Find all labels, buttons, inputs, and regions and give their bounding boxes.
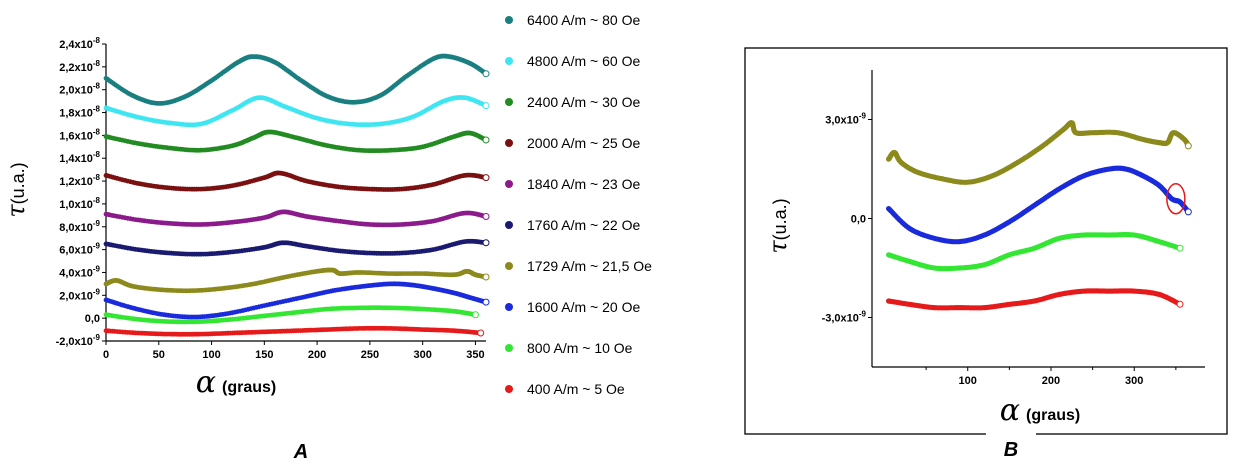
legend-label: 800 A/m ~ 10 Oe — [527, 340, 633, 356]
legend-marker — [505, 98, 513, 106]
x-tick-label: 250 — [361, 349, 379, 361]
series-end-marker — [482, 298, 490, 306]
x-tick-label: 150 — [255, 349, 273, 361]
legend-item-2400-a-m-30-oe: 2400 A/m ~ 30 Oe — [505, 94, 640, 110]
legend-item-1840-a-m-23-oe: 1840 A/m ~ 23 Oe — [505, 176, 640, 192]
legend-label: 1729 A/m ~ 21,5 Oe — [527, 258, 652, 274]
series-2000-a-m-25-oe — [103, 170, 490, 192]
y-tick-label: -2,0x10-9 — [56, 333, 101, 348]
y-tick-label: 1,6x10-8 — [59, 127, 100, 142]
legend-marker — [505, 16, 513, 24]
series-end-marker — [482, 70, 490, 78]
x-axis-title: α (graus) — [1000, 393, 1081, 428]
series-end-marker — [482, 136, 490, 144]
y-axis-title: τ(u.a.) — [2, 162, 30, 217]
legend-item-1729-a-m-21-5-oe: 1729 A/m ~ 21,5 Oe — [505, 258, 652, 274]
legend-item-1760-a-m-22-oe: 1760 A/m ~ 22 Oe — [505, 217, 640, 233]
panel-label: B — [1004, 439, 1018, 461]
series-end-marker — [482, 102, 490, 110]
series-end-marker — [477, 329, 485, 337]
legend-label: 2000 A/m ~ 25 Oe — [527, 135, 640, 151]
series-end-marker — [482, 212, 490, 220]
y-tick-label: 1,0x10-8 — [59, 196, 100, 211]
y-tick-label: 2,0x10-9 — [59, 287, 100, 302]
legend-label: 400 A/m ~ 5 Oe — [527, 381, 625, 397]
legend-item-4800-a-m-60-oe: 4800 A/m ~ 60 Oe — [505, 53, 640, 69]
y-tick-label: 1,8x10-8 — [59, 105, 100, 120]
series-800-a-m-10-oe — [103, 305, 479, 325]
legend-marker — [505, 180, 513, 188]
legend-label: 1600 A/m ~ 20 Oe — [527, 299, 640, 315]
legend-marker — [505, 303, 513, 311]
x-tick-label: 300 — [1125, 375, 1143, 387]
y-tick-label: 8,0x10-9 — [59, 219, 100, 234]
x-axis-title: α (graus) — [196, 365, 277, 400]
y-tick-label: 1,4x10-8 — [59, 150, 100, 165]
series-1760-a-m-22-oe — [103, 238, 490, 257]
series-end-marker — [1184, 208, 1192, 216]
legend-marker — [505, 139, 513, 147]
legend-marker — [505, 221, 513, 229]
series-800-a-m-10-oe — [886, 231, 1184, 272]
legend-item-6400-a-m-80-oe: 6400 A/m ~ 80 Oe — [505, 12, 640, 28]
legend-label: 2400 A/m ~ 30 Oe — [527, 94, 640, 110]
x-tick-label: 100 — [959, 375, 977, 387]
series-1729-a-m-21-5-oe — [886, 120, 1192, 185]
panel-a: -2,0x10-9 0,0 2,0x10-9 4,0x10-9 6,0x10-9 8,0x… — [2, 36, 490, 463]
legend: 6400 A/m ~ 80 Oe 4800 A/m ~ 60 Oe 2400 A/m… — [505, 12, 652, 397]
panel-b-label-gap — [986, 428, 1036, 440]
x-tick-label: 200 — [1042, 375, 1060, 387]
legend-label: 4800 A/m ~ 60 Oe — [527, 53, 640, 69]
y-tick-label: 0,0 — [85, 313, 100, 325]
series-end-marker — [1176, 244, 1184, 252]
y-tick-label: 2,4x10-8 — [59, 36, 100, 51]
x-tick-label: 300 — [413, 349, 431, 361]
y-tick-label: 2,0x10-8 — [59, 82, 100, 97]
series-6400-a-m-80-oe — [103, 53, 490, 106]
series-4800-a-m-60-oe — [103, 95, 490, 128]
y-axis-title: τ(u.a.) — [764, 198, 792, 253]
legend-label: 6400 A/m ~ 80 Oe — [527, 12, 640, 28]
x-tick-label: 0 — [103, 349, 109, 361]
y-tick-label: 4,0x10-9 — [59, 264, 100, 279]
y-tick-label: 3,0x10-9 — [825, 112, 866, 127]
series-1600-a-m-20-oe — [103, 281, 490, 320]
series-1840-a-m-23-oe — [103, 209, 490, 228]
y-tick-label: -3,0x10-9 — [822, 310, 867, 325]
legend-item-1600-a-m-20-oe: 1600 A/m ~ 20 Oe — [505, 299, 640, 315]
x-tick-label: 50 — [153, 349, 165, 361]
panel-label: A — [293, 441, 308, 461]
series-1729-a-m-21-5-oe — [103, 267, 490, 294]
legend-item-2000-a-m-25-oe: 2000 A/m ~ 25 Oe — [505, 135, 640, 151]
y-tick-label: 6,0x10-9 — [59, 242, 100, 257]
series-2400-a-m-30-oe — [103, 129, 490, 154]
x-tick-label: 350 — [466, 349, 484, 361]
series-end-marker — [1184, 142, 1192, 150]
series-1600-a-m-20-oe — [886, 165, 1192, 245]
y-tick-label: 1,2x10-8 — [59, 173, 100, 188]
series-400-a-m-5-oe — [103, 325, 485, 337]
series-end-marker — [482, 174, 490, 182]
series-end-marker — [482, 239, 490, 247]
legend-item-800-a-m-10-oe: 800 A/m ~ 10 Oe — [505, 340, 633, 356]
series-end-marker — [1176, 300, 1184, 308]
legend-marker — [505, 57, 513, 65]
series-end-marker — [471, 311, 479, 319]
legend-label: 1760 A/m ~ 22 Oe — [527, 217, 640, 233]
series-end-marker — [482, 273, 490, 281]
legend-item-400-a-m-5-oe: 400 A/m ~ 5 Oe — [505, 381, 625, 397]
y-tick-label: 2,2x10-8 — [59, 59, 100, 74]
highlight-ellipse — [1166, 182, 1186, 215]
y-tick-label: 0,0 — [851, 214, 866, 226]
legend-label: 1840 A/m ~ 23 Oe — [527, 176, 640, 192]
series-400-a-m-5-oe — [886, 288, 1184, 311]
legend-marker — [505, 385, 513, 393]
legend-marker — [505, 262, 513, 270]
x-tick-label: 100 — [202, 349, 220, 361]
x-tick-label: 200 — [308, 349, 326, 361]
panel-b: 3,0x10-9 0,0 -3,0x10-9 100 200 300 α (graus) τ(u… — [744, 47, 1228, 461]
legend-marker — [505, 344, 513, 352]
